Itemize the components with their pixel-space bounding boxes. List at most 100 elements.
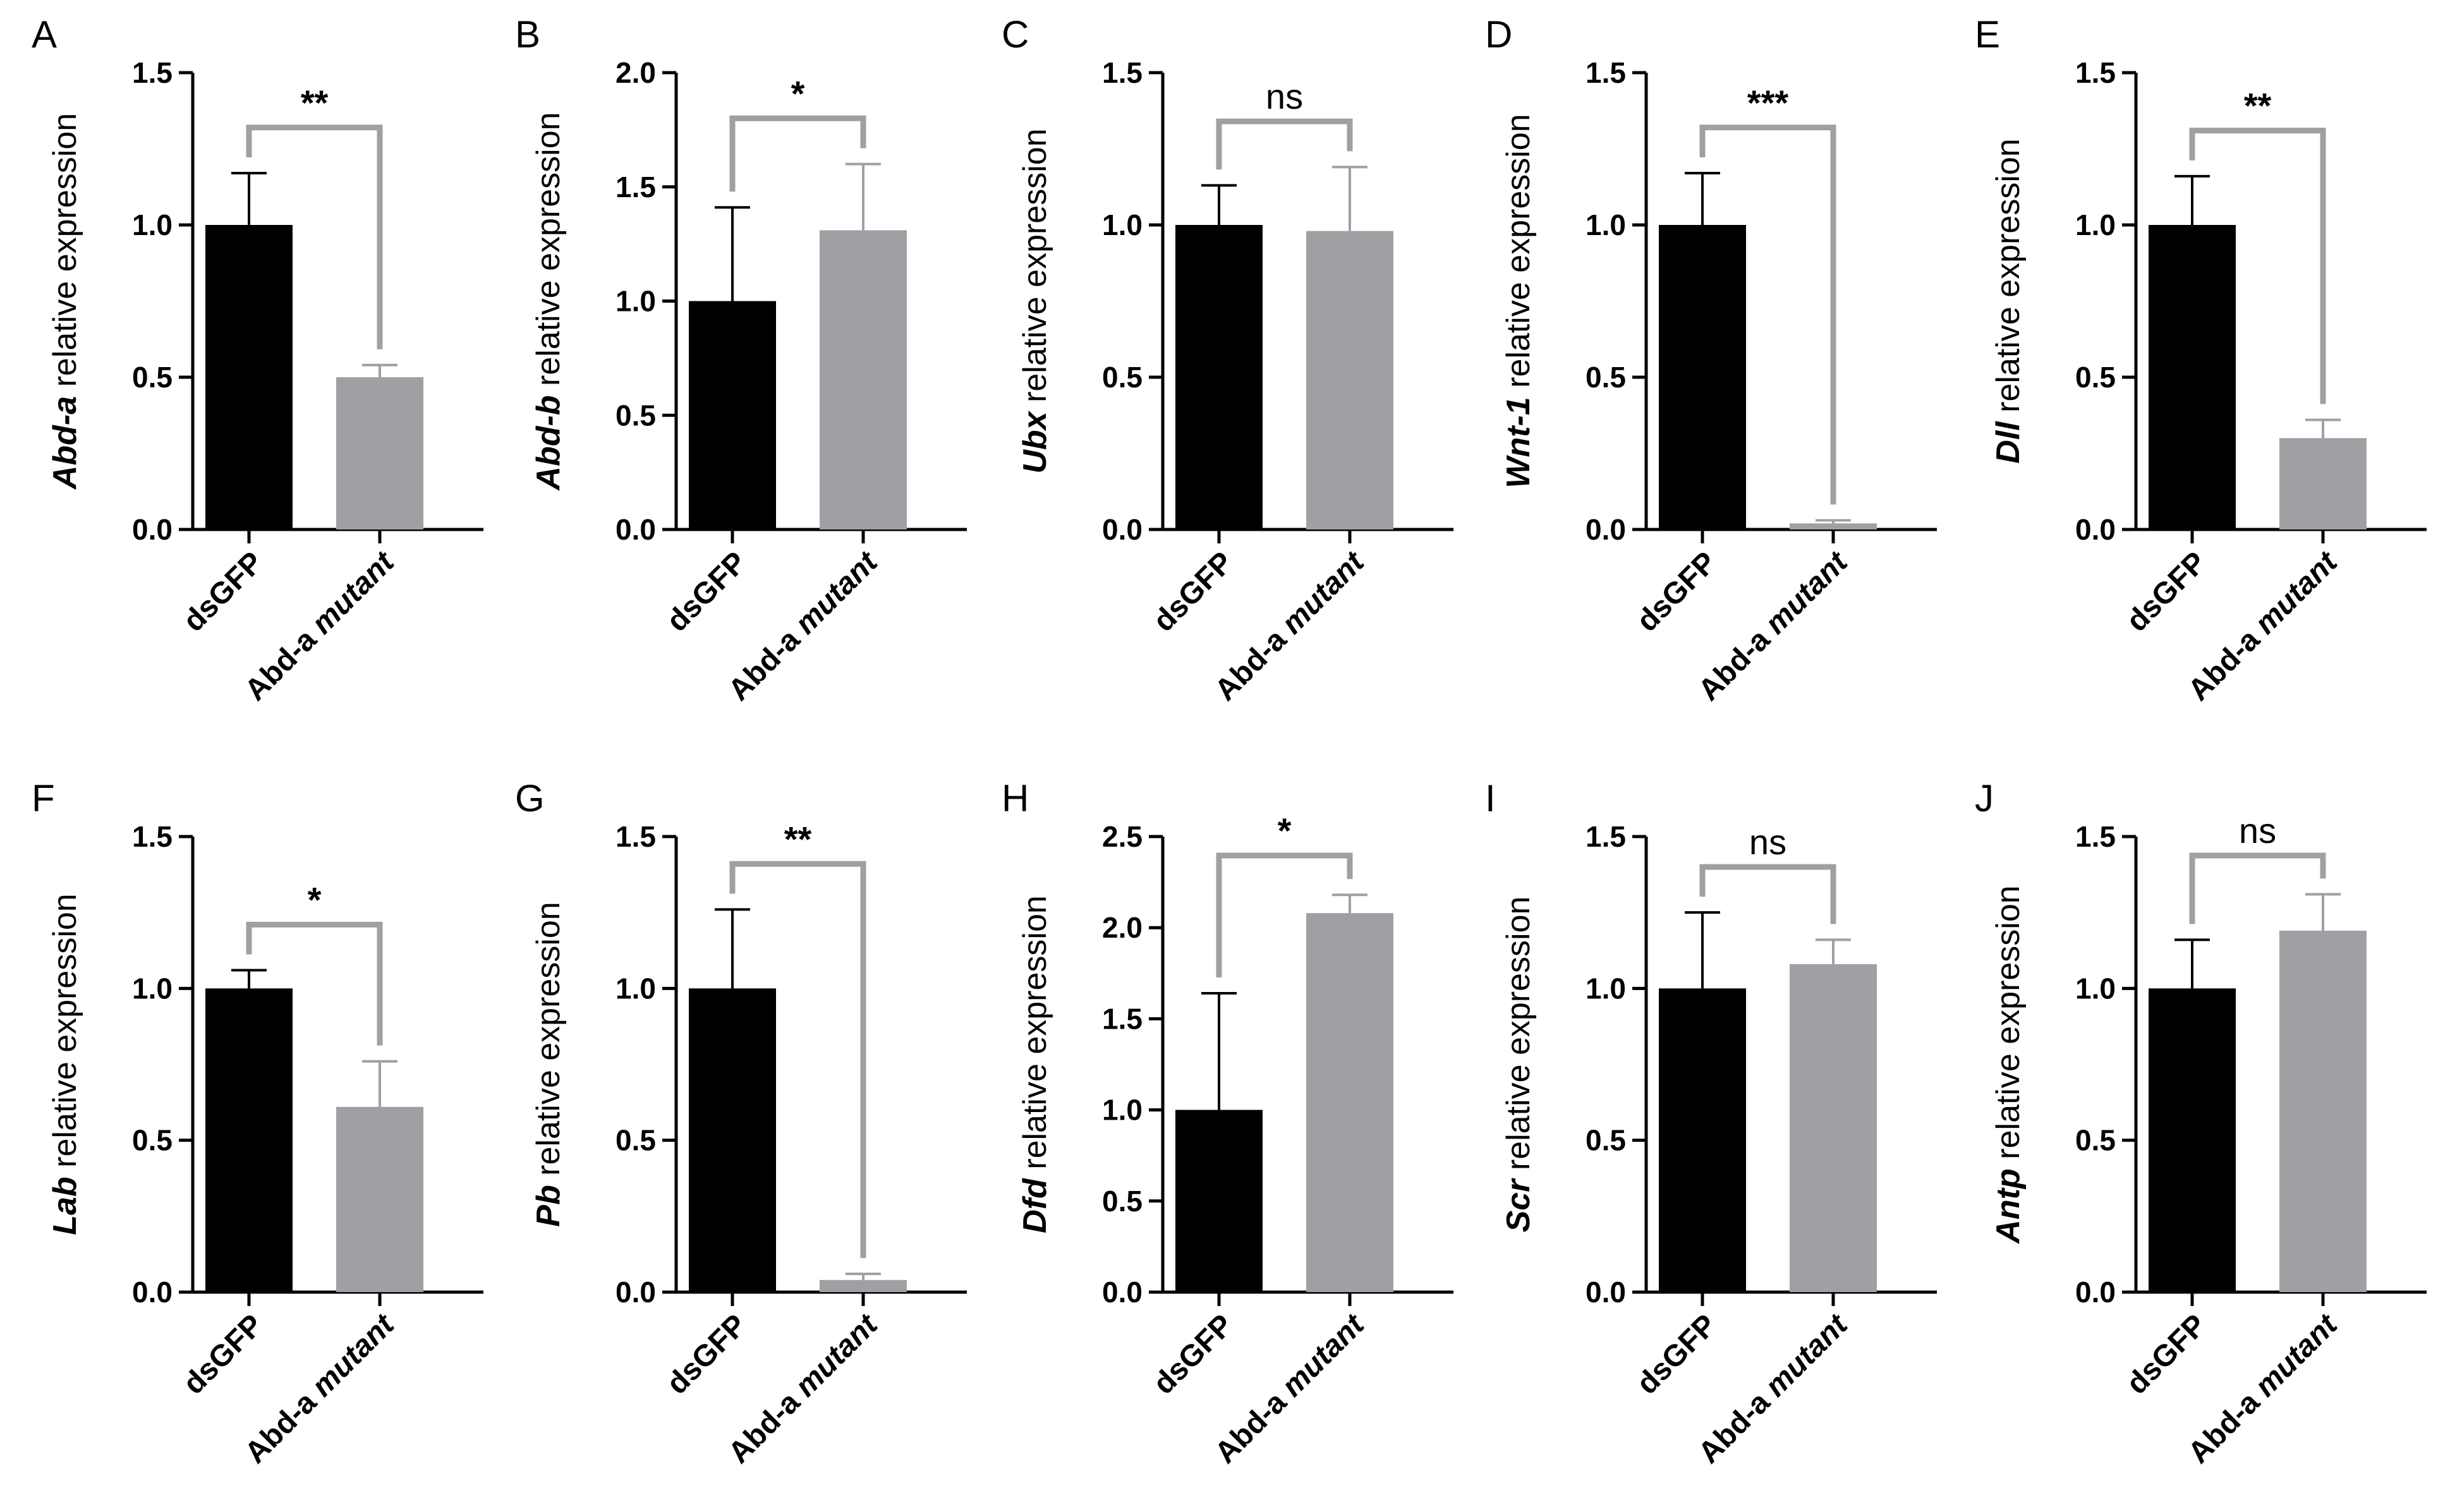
significance-bracket xyxy=(2189,128,2326,404)
x-category-label: dsGFP xyxy=(2120,1308,2213,1401)
significance-label: ns xyxy=(2239,811,2276,850)
y-tick-label: 0.0 xyxy=(616,1276,656,1309)
y-tick-label: 0.5 xyxy=(616,1124,656,1157)
chart-panel-i: I 0.0 0.5 1.0 1.5 Scr relative expression dsGF… xyxy=(1485,777,1937,1470)
category-label-part: mutant xyxy=(305,1307,401,1403)
y-axis-gene-name: Ubx xyxy=(1017,410,1053,473)
category-label-part: mutant xyxy=(1759,1307,1855,1403)
panel-letter: F xyxy=(32,777,55,820)
panel-letter: A xyxy=(32,13,57,56)
significance-label: ** xyxy=(784,819,812,859)
category-label-part: Abd-a xyxy=(2182,1379,2272,1470)
category-label-part: Abd-a xyxy=(722,1379,813,1470)
y-tick-label: 0.0 xyxy=(2075,1276,2116,1309)
bar-abd-a-mutant xyxy=(820,230,907,529)
significance-bracket xyxy=(246,921,383,1046)
y-axis-gene-name: Dfd xyxy=(1017,1178,1053,1233)
y-axis-title: Wnt-1 relative expression xyxy=(1500,114,1537,488)
y-tick-label: 0.5 xyxy=(132,361,173,394)
bar-dsgfp xyxy=(2149,988,2236,1292)
bar-dsgfp xyxy=(2149,225,2236,529)
category-label-part: Abd-a xyxy=(239,1379,329,1470)
y-tick-label: 0.5 xyxy=(1586,361,1626,394)
bar-abd-a-mutant xyxy=(336,1106,423,1292)
x-category-label: dsGFP xyxy=(660,1308,753,1401)
y-axis-title: Antp relative expression xyxy=(1990,885,2027,1244)
category-label-part: Abd-a xyxy=(1692,1379,1783,1470)
bar-dsgfp xyxy=(1175,1110,1263,1292)
bar-abd-a-mutant xyxy=(1306,913,1393,1292)
y-tick-label: 0.5 xyxy=(2075,1124,2116,1157)
x-category-label: dsGFP xyxy=(1147,545,1240,638)
y-tick-label: 1.0 xyxy=(2075,209,2116,241)
y-tick-label: 1.5 xyxy=(1586,820,1626,853)
bar-abd-a-mutant xyxy=(1790,523,1877,529)
y-axis-gene-name: Dll xyxy=(1990,421,2027,464)
y-axis-gene-name: Abd-b xyxy=(530,395,567,491)
category-label-part: mutant xyxy=(1759,545,1855,641)
significance-label: * xyxy=(308,880,322,919)
y-axis-title: Scr relative expression xyxy=(1500,897,1537,1233)
y-axis-title-suffix: relative expression xyxy=(47,113,83,396)
y-axis-title: Dll relative expression xyxy=(1990,138,2027,463)
significance-label: ** xyxy=(301,83,329,123)
y-axis-title-suffix: relative expression xyxy=(1500,114,1537,397)
significance-bracket xyxy=(1216,118,1353,170)
y-tick-label: 1.0 xyxy=(616,285,656,318)
x-category-label: dsGFP xyxy=(177,1308,270,1401)
panel-letter: D xyxy=(1485,13,1512,56)
panel-letter: H xyxy=(1002,777,1029,820)
y-tick-label: 1.0 xyxy=(1102,209,1143,241)
y-tick-label: 0.0 xyxy=(1102,513,1143,546)
panel-letter: I xyxy=(1485,777,1496,820)
y-axis-title: Lab relative expression xyxy=(47,893,83,1235)
category-label-part: mutant xyxy=(305,545,401,641)
bar-dsgfp xyxy=(1659,225,1746,529)
y-tick-label: 1.0 xyxy=(1102,1094,1143,1127)
significance-label: *** xyxy=(1747,83,1789,123)
y-tick-label: 0.0 xyxy=(1586,513,1626,546)
y-tick-label: 0.0 xyxy=(2075,513,2116,546)
y-axis-gene-name: Wnt-1 xyxy=(1500,397,1537,488)
y-axis-title-suffix: relative expression xyxy=(1990,885,2027,1168)
y-axis-title: Abd-b relative expression xyxy=(530,112,567,491)
y-axis-gene-name: Scr xyxy=(1500,1178,1537,1233)
significance-bracket xyxy=(1699,864,1836,924)
y-tick-label: 1.0 xyxy=(132,209,173,241)
category-label-part: Abd-a xyxy=(1692,617,1783,707)
y-tick-label: 1.5 xyxy=(616,171,656,203)
significance-bracket xyxy=(729,115,866,192)
bar-dsgfp xyxy=(205,988,293,1292)
chart-panel-g: G 0.0 0.5 1.0 1.5 Pb relative expression dsGFP… xyxy=(515,777,967,1470)
significance-label: ** xyxy=(2244,86,2272,126)
panel-letter: C xyxy=(1002,13,1029,56)
y-axis-title-suffix: relative expression xyxy=(1017,895,1053,1178)
x-category-label: dsGFP xyxy=(1630,1308,1723,1401)
y-axis-title: Dfd relative expression xyxy=(1017,895,1053,1233)
y-tick-label: 0.0 xyxy=(1102,1276,1143,1309)
y-tick-label: 1.5 xyxy=(1102,1002,1143,1035)
bar-abd-a-mutant xyxy=(336,377,423,529)
bar-abd-a-mutant xyxy=(2279,438,2367,529)
chart-panel-j: J 0.0 0.5 1.0 1.5 Antp relative expression dsG… xyxy=(1975,777,2427,1470)
y-axis-gene-name: Antp xyxy=(1990,1168,2027,1244)
y-axis-gene-name: Pb xyxy=(530,1185,567,1226)
y-tick-label: 1.0 xyxy=(1586,972,1626,1005)
y-tick-label: 1.5 xyxy=(132,56,173,89)
chart-panel-a: A 0.0 0.5 1.0 1.5 Abd-a relative expression ds… xyxy=(32,13,483,707)
significance-label: ns xyxy=(1749,822,1786,862)
y-axis-title-suffix: relative expression xyxy=(1990,138,2027,421)
category-label-part: mutant xyxy=(2248,545,2344,641)
significance-label: * xyxy=(791,73,805,113)
significance-label: ns xyxy=(1266,76,1303,116)
y-tick-label: 1.5 xyxy=(2075,56,2116,89)
significance-bracket xyxy=(1699,124,1836,505)
bar-abd-a-mutant xyxy=(1306,231,1393,529)
y-tick-label: 0.0 xyxy=(132,513,173,546)
y-tick-label: 0.5 xyxy=(2075,361,2116,394)
bar-abd-a-mutant xyxy=(2279,931,2367,1292)
y-tick-label: 2.0 xyxy=(1102,911,1143,944)
y-axis-title-suffix: relative expression xyxy=(530,902,567,1185)
x-category-label: dsGFP xyxy=(2120,545,2213,638)
